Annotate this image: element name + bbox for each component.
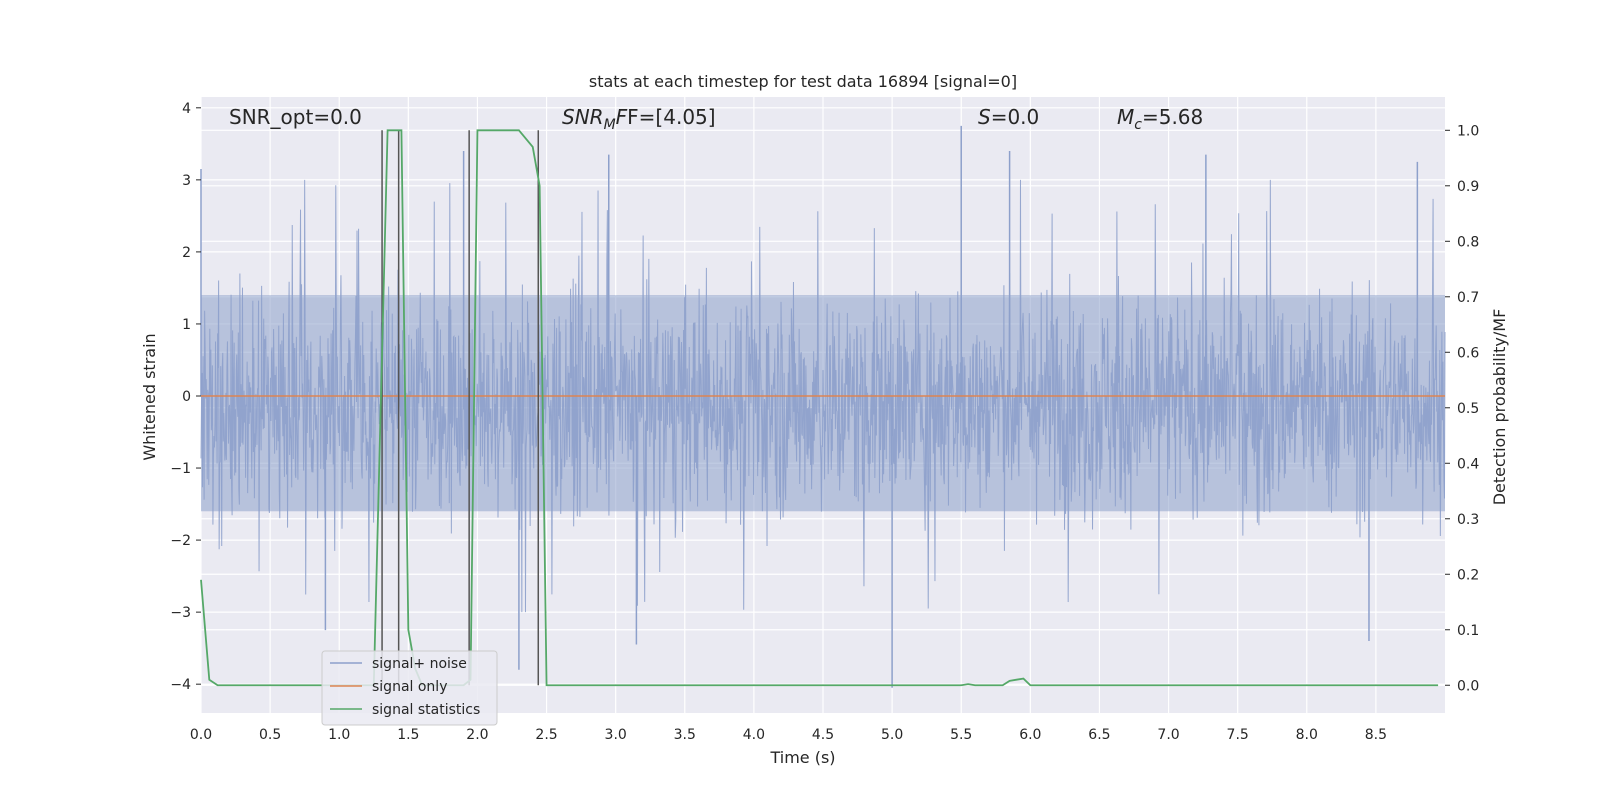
legend-box xyxy=(321,650,498,726)
x-tick-label: 4.5 xyxy=(812,727,834,743)
legend-label-signal-statistics: signal statistics xyxy=(372,702,480,718)
annotation-mc-sub: c xyxy=(1134,117,1142,133)
y-tick-label: 3 xyxy=(182,173,191,189)
x-tick-label: 7.5 xyxy=(1227,727,1249,743)
annotation-snr-mf-F: F xyxy=(616,105,628,129)
x-tick-label: 6.0 xyxy=(1019,727,1041,743)
y2-axis-label: Detection probability/MF xyxy=(1490,309,1509,506)
y2-tick-label: 0.4 xyxy=(1457,456,1479,472)
annotation-s-tail: =0.0 xyxy=(991,105,1040,129)
x-tick-label: 8.5 xyxy=(1365,727,1387,743)
signal-statistics-line xyxy=(200,129,1439,687)
x-tick-label: 0.0 xyxy=(190,727,212,743)
y2-tick-label: 0.2 xyxy=(1457,567,1479,583)
y-tick-label: −1 xyxy=(170,461,191,477)
signal-noise-line xyxy=(200,179,1446,613)
annotation-s: S=0.0 xyxy=(978,105,1039,129)
signal-noise-series xyxy=(200,125,1446,688)
x-tick-label: 5.5 xyxy=(950,727,972,743)
y-tick-label: 1 xyxy=(182,317,191,333)
x-axis-label: Time (s) xyxy=(769,748,835,767)
x-tick-label: 3.0 xyxy=(605,727,627,743)
legend-label-signal-only: signal only xyxy=(372,679,447,695)
annotation-s-var: S xyxy=(978,105,991,129)
y-tick-label: 4 xyxy=(182,101,191,117)
x-tick-label: 5.0 xyxy=(881,727,903,743)
annotation-mc-tail: =5.68 xyxy=(1142,105,1203,129)
y-tick-label: 0 xyxy=(182,389,191,405)
y2-tick-label: 0.3 xyxy=(1457,512,1479,528)
y-axis-ticks: −4 −3 −2 −1 0 1 2 3 4 xyxy=(170,101,201,693)
y2-axis-ticks: 0.0 0.1 0.2 0.3 0.4 0.5 0.6 0.7 0.8 0.9 1.0 xyxy=(1445,123,1479,694)
x-tick-label: 1.0 xyxy=(328,727,350,743)
annotation-snr-mf: SNRMFF=[4.05] xyxy=(562,105,716,133)
y-axis-label: Whitened strain xyxy=(140,333,159,460)
annotation-snr-mf-main: SNR xyxy=(562,105,604,129)
x-tick-label: 4.0 xyxy=(743,727,765,743)
x-tick-label: 6.5 xyxy=(1088,727,1110,743)
annotation-snr-mf-sub: M xyxy=(604,117,616,133)
y2-tick-label: 0.0 xyxy=(1457,678,1479,694)
y2-tick-label: 0.1 xyxy=(1457,623,1479,639)
annotation-snr-opt: SNR_opt=0.0 xyxy=(229,105,362,129)
x-tick-label: 3.5 xyxy=(674,727,696,743)
y-tick-label: 2 xyxy=(182,245,191,261)
x-tick-label: 0.5 xyxy=(259,727,281,743)
x-tick-label: 2.0 xyxy=(466,727,488,743)
y2-tick-label: 0.7 xyxy=(1457,290,1479,306)
y2-tick-label: 0.8 xyxy=(1457,234,1479,250)
x-tick-label: 2.5 xyxy=(535,727,557,743)
x-tick-label: 8.0 xyxy=(1296,727,1318,743)
y-tick-label: −4 xyxy=(170,677,191,693)
detection-window-lines xyxy=(381,130,540,686)
y-tick-label: −2 xyxy=(170,533,191,549)
x-axis-ticks: 0.0 0.5 1.0 1.5 2.0 2.5 3.0 3.5 4.0 4.5 5.0 5.5 6.0 6… xyxy=(190,727,1387,743)
y2-tick-label: 0.6 xyxy=(1457,345,1479,361)
legend-label-signal-noise: signal+ noise xyxy=(372,656,467,672)
annotation-mc: Mc=5.68 xyxy=(1117,105,1203,133)
annotation-snr-mf-tail: F=[4.05] xyxy=(627,105,715,129)
y-tick-label: −3 xyxy=(170,605,191,621)
annotation-mc-var: M xyxy=(1117,105,1134,129)
x-tick-label: 7.0 xyxy=(1157,727,1179,743)
legend: signal+ noise signal only signal statist… xyxy=(321,650,498,726)
signal-statistics-series xyxy=(200,129,1439,687)
chart-title: stats at each timestep for test data 168… xyxy=(589,72,1017,91)
x-tick-label: 1.5 xyxy=(397,727,419,743)
y2-tick-label: 0.5 xyxy=(1457,401,1479,417)
y2-tick-label: 0.9 xyxy=(1457,179,1479,195)
y2-tick-label: 1.0 xyxy=(1457,123,1479,139)
